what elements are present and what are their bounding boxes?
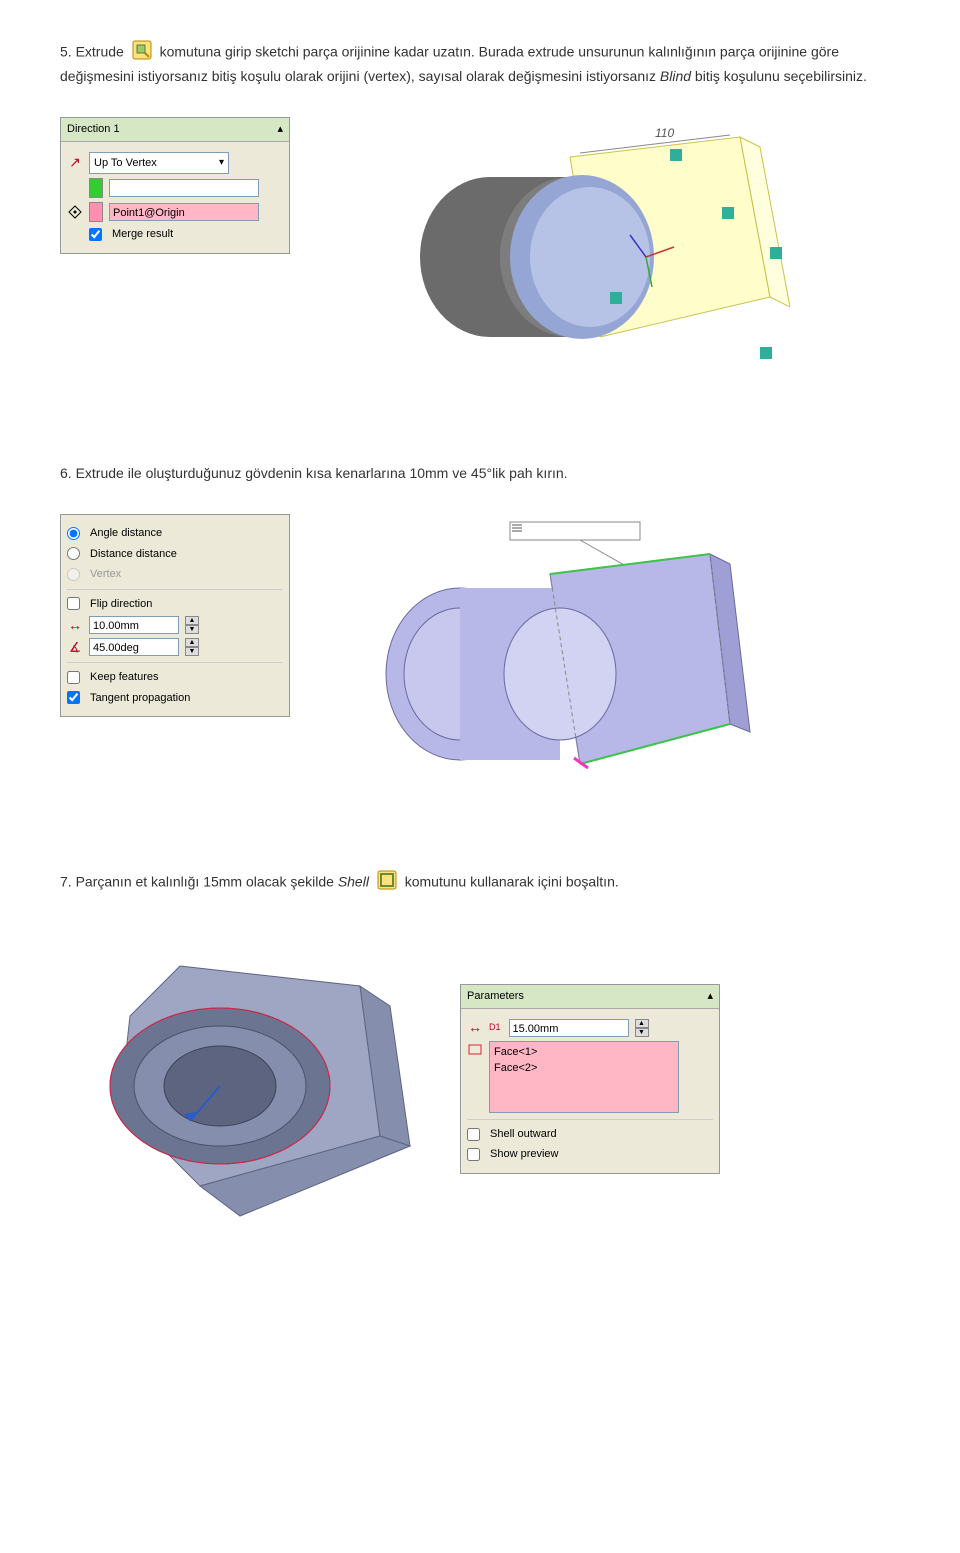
separator3: [467, 1119, 713, 1120]
vertex-swatch[interactable]: [89, 202, 103, 222]
end-condition-select[interactable]: Up To Vertex: [89, 152, 229, 175]
collapse-icon-2[interactable]: ▴: [707, 988, 713, 1005]
opt-angle-radio[interactable]: [67, 527, 80, 540]
chamfer-preview: [330, 514, 900, 810]
direction1-panel: Direction 1 ▴ ↗ Up To Vertex Point1@Orig…: [60, 117, 290, 254]
figure3-row: Parameters ▴ ↔ D1 15.00mm ▲▼ Face<1> Fac…: [60, 926, 900, 1232]
step7-shell: Shell: [338, 874, 369, 890]
parameters-header[interactable]: Parameters ▴: [461, 985, 719, 1009]
opt-dist-label: Distance distance: [90, 546, 177, 563]
angle-input[interactable]: 45.00deg: [89, 638, 179, 656]
extrude-icon: [132, 40, 152, 66]
direction1-header[interactable]: Direction 1 ▴: [61, 118, 289, 142]
figure2-row: Angle distance Distance distance Vertex …: [60, 514, 900, 810]
separator: [67, 589, 283, 590]
shell-icon: [377, 870, 397, 896]
step5-blind: Blind: [660, 68, 691, 84]
chamfer-panel: Angle distance Distance distance Vertex …: [60, 514, 290, 717]
step7-paragraph: 7. Parçanın et kalınlığı 15mm olacak şek…: [60, 870, 900, 896]
opt-dist-radio[interactable]: [67, 547, 80, 560]
opt-angle-label: Angle distance: [90, 525, 162, 542]
step7-prefix: 7. Parçanın et kalınlığı 15mm olacak şek…: [60, 874, 338, 890]
direction-swatch[interactable]: [89, 178, 103, 198]
direction-ref-input[interactable]: [109, 179, 259, 197]
step7-tail: komutunu kullanarak içini boşaltın.: [405, 874, 619, 890]
face-item-2[interactable]: Face<2>: [494, 1060, 674, 1077]
show-preview-label: Show preview: [490, 1146, 558, 1163]
opt-vertex-radio: [67, 568, 80, 581]
show-preview-checkbox[interactable]: [467, 1148, 480, 1161]
keep-checkbox[interactable]: [67, 671, 80, 684]
faces-icon: [467, 1041, 483, 1057]
faces-listbox[interactable]: Face<1> Face<2>: [489, 1041, 679, 1113]
merge-result-label: Merge result: [112, 226, 173, 243]
tangent-label: Tangent propagation: [90, 690, 190, 707]
flip-label: Flip direction: [90, 596, 152, 613]
flip-checkbox[interactable]: [67, 597, 80, 610]
extrude-preview: 110: [330, 117, 900, 403]
step5-paragraph: 5. Extrude komutuna girip sketchi parça …: [60, 40, 900, 87]
thickness-icon: ↔: [467, 1020, 483, 1036]
shell-outward-label: Shell outward: [490, 1126, 557, 1143]
dir-spacer: [67, 180, 83, 196]
dim-110-text: 110: [655, 126, 674, 140]
shell-preview: [60, 926, 420, 1232]
step5-tail: bitiş koşulunu seçebilirsiniz.: [695, 68, 867, 84]
collapse-icon[interactable]: ▴: [277, 121, 283, 138]
distance-icon: ↔: [67, 617, 83, 633]
separator2: [67, 662, 283, 663]
distance-spinner[interactable]: ▲▼: [185, 616, 199, 634]
step6-paragraph: 6. Extrude ile oluşturduğunuz gövdenin k…: [60, 463, 900, 484]
figure1-row: Direction 1 ▴ ↗ Up To Vertex Point1@Orig…: [60, 117, 900, 403]
parameters-panel: Parameters ▴ ↔ D1 15.00mm ▲▼ Face<1> Fac…: [460, 984, 720, 1174]
direction1-title: Direction 1: [67, 121, 120, 138]
keep-label: Keep features: [90, 669, 159, 686]
angle-spinner[interactable]: ▲▼: [185, 638, 199, 656]
shell-outward-checkbox[interactable]: [467, 1128, 480, 1141]
vertex-icon: [67, 204, 83, 220]
opt-vertex-label: Vertex: [90, 566, 121, 583]
distance-input[interactable]: 10.00mm: [89, 616, 179, 634]
tangent-checkbox[interactable]: [67, 691, 80, 704]
d1-label: D1: [489, 1021, 501, 1035]
face-item-1[interactable]: Face<1>: [494, 1044, 674, 1061]
thickness-spinner[interactable]: ▲▼: [635, 1019, 649, 1037]
vertex-field[interactable]: Point1@Origin: [109, 203, 259, 221]
parameters-title: Parameters: [467, 988, 524, 1005]
direction-arrow-icon[interactable]: ↗: [67, 155, 83, 171]
angle-icon: ∡: [67, 639, 83, 655]
merge-result-checkbox[interactable]: [89, 228, 102, 241]
thickness-input[interactable]: 15.00mm: [509, 1019, 629, 1037]
cb-spacer: [67, 226, 83, 242]
step5-prefix: 5. Extrude: [60, 44, 128, 60]
